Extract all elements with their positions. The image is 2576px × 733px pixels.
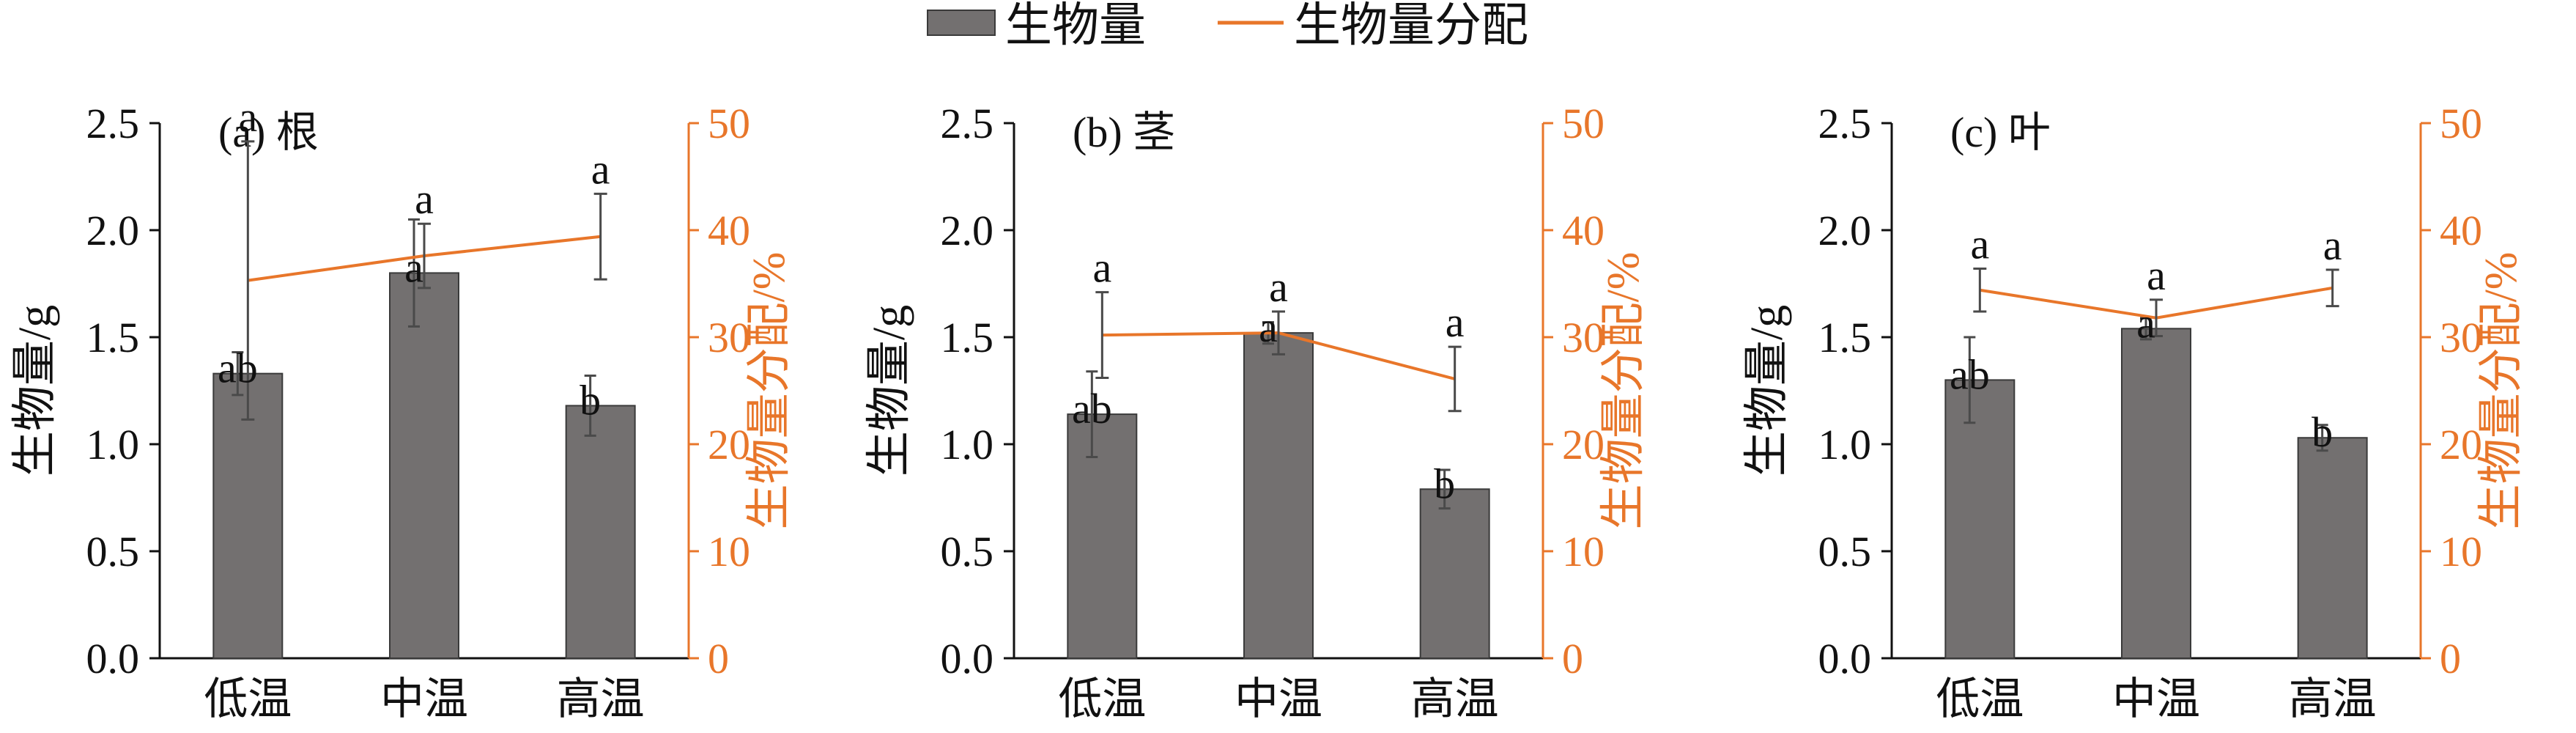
bar-significance-label: ab [218, 345, 258, 392]
category-label: 中温 [2112, 675, 2200, 723]
right-tick-label: 50 [1562, 100, 1605, 147]
chart-panel-3: 0.0 0.5 1.0 1.5 2.0 2.5 0 10 20 30 40 50 生物量/g 生物量分配/… [1742, 100, 2526, 723]
bar-significance-label: b [2312, 408, 2333, 456]
right-tick-label: 0 [1562, 635, 1583, 682]
chart-panel-2: 0.0 0.5 1.0 1.5 2.0 2.5 0 10 20 30 40 50 生物量/g 生物量分配/… [865, 100, 1648, 723]
left-tick-label: 2.5 [1818, 100, 1872, 147]
line-significance-label: a [591, 145, 610, 193]
bar [1944, 379, 2016, 660]
left-tick-label: 0.5 [941, 528, 994, 575]
category-label: 低温 [204, 675, 292, 723]
left-tick-label: 1.5 [86, 314, 140, 361]
category-label: 低温 [1058, 675, 1146, 723]
category-label: 低温 [1936, 675, 2024, 723]
panel-title: (c) 叶 [1950, 108, 2051, 156]
right-tick-label: 0 [2440, 635, 2461, 682]
category-label: 中温 [380, 675, 468, 723]
bar [1419, 488, 1490, 659]
right-tick-label: 30 [1562, 314, 1605, 361]
right-axis-title: 生物量分配/% [744, 252, 794, 530]
right-tick-label: 10 [2440, 528, 2482, 575]
left-axis-title: 生物量/g [865, 305, 914, 476]
bar [389, 272, 459, 659]
left-tick-label: 1.0 [86, 421, 140, 468]
left-axis-title: 生物量/g [1742, 305, 1792, 476]
right-axis-title: 生物量分配/% [1599, 252, 1648, 530]
line-significance-label: a [2147, 251, 2166, 299]
right-tick-label: 40 [708, 207, 750, 254]
line-significance-label: a [1092, 244, 1111, 292]
bar-significance-label: ab [1072, 385, 1112, 432]
right-tick-label: 50 [2440, 100, 2482, 147]
bar [2121, 328, 2191, 659]
left-tick-label: 0.0 [86, 635, 140, 682]
right-tick-label: 30 [2440, 314, 2482, 361]
bar-significance-label: a [1259, 303, 1278, 351]
left-tick-label: 0.0 [941, 635, 994, 682]
left-tick-label: 1.5 [941, 314, 994, 361]
left-tick-label: 0.0 [1818, 635, 1872, 682]
line-significance-label: a [238, 93, 257, 141]
panel-title: (a) 根 [218, 108, 319, 156]
right-tick-label: 20 [2440, 421, 2482, 468]
right-tick-label: 10 [708, 528, 750, 575]
legend-bar-swatch [927, 10, 996, 36]
right-tick-label: 0 [708, 635, 729, 682]
bar [565, 405, 636, 659]
legend-line-label: 生物量分配 [1294, 0, 1528, 51]
line-significance-label: a [1970, 221, 1989, 268]
left-tick-label: 1.0 [1818, 421, 1872, 468]
category-label: 高温 [2289, 675, 2377, 723]
bar-significance-label: b [1434, 460, 1455, 507]
left-tick-label: 2.5 [941, 100, 994, 147]
bar-significance-label: b [580, 376, 601, 424]
left-tick-label: 0.5 [1818, 528, 1872, 575]
left-tick-label: 2.5 [86, 100, 140, 147]
chart-panels: 0.0 0.5 1.0 1.5 2.0 2.5 0 10 20 30 40 50 生物量/g 生物量分配/… [10, 93, 2526, 723]
line-significance-label: a [2323, 221, 2342, 269]
right-tick-label: 30 [708, 314, 750, 361]
line-significance-label: a [1446, 298, 1465, 346]
right-tick-label: 10 [1562, 528, 1605, 575]
left-tick-label: 1.5 [1818, 314, 1872, 361]
category-label: 高温 [1411, 675, 1499, 723]
bar-significance-label: a [2136, 299, 2155, 347]
bar-significance-label: ab [1950, 350, 1990, 398]
right-tick-label: 50 [708, 100, 750, 147]
left-axis-title: 生物量/g [10, 305, 60, 476]
line-significance-label: a [1269, 263, 1288, 311]
right-axis-title: 生物量分配/% [2476, 252, 2526, 530]
chart-panel-1: 0.0 0.5 1.0 1.5 2.0 2.5 0 10 20 30 40 50 生物量/g 生物量分配/… [10, 93, 794, 723]
bar [2297, 437, 2368, 659]
panel-title: (b) 茎 [1073, 108, 1175, 156]
left-tick-label: 0.5 [86, 528, 140, 575]
bar [212, 372, 284, 659]
line-significance-label: a [415, 175, 434, 223]
legend: 生物量 生物量分配 [927, 0, 1528, 51]
category-label: 中温 [1235, 675, 1322, 723]
right-tick-label: 20 [1562, 421, 1605, 468]
category-label: 高温 [557, 675, 645, 723]
left-tick-label: 2.0 [941, 207, 994, 254]
bar [1067, 413, 1138, 659]
left-tick-label: 2.0 [86, 207, 140, 254]
bar-significance-label: a [404, 243, 423, 291]
left-tick-label: 2.0 [1818, 207, 1872, 254]
right-tick-label: 20 [708, 421, 750, 468]
right-tick-label: 40 [2440, 207, 2482, 254]
left-tick-label: 1.0 [941, 421, 994, 468]
bar [1243, 332, 1314, 659]
right-tick-label: 40 [1562, 207, 1605, 254]
legend-bar-label: 生物量 [1005, 0, 1146, 51]
